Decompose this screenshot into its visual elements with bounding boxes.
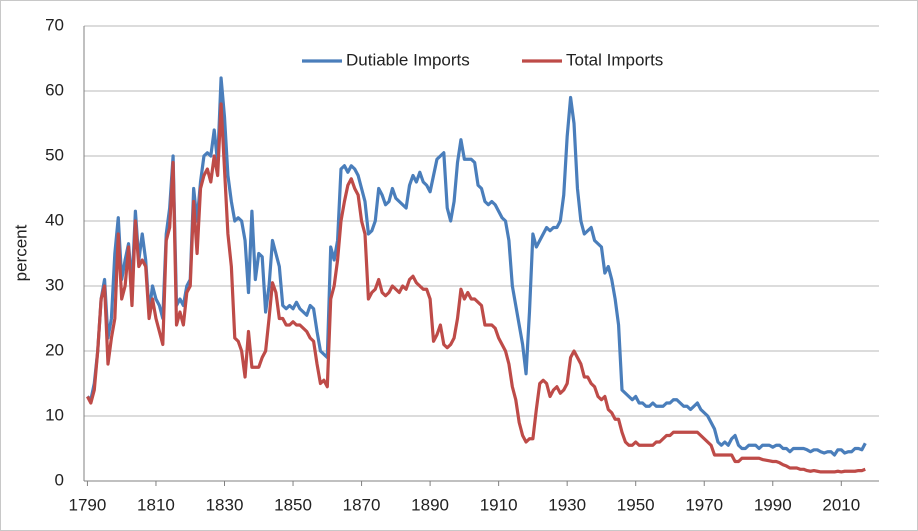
x-tick-label: 1970 (685, 495, 723, 514)
x-tick-label: 1790 (69, 495, 107, 514)
x-tick-label: 1950 (617, 495, 655, 514)
x-tick-label: 2010 (822, 495, 860, 514)
y-tick-label: 50 (45, 145, 64, 164)
series-line (86, 102, 866, 474)
x-tick-label: 1990 (754, 495, 792, 514)
x-tick-label: 1910 (480, 495, 518, 514)
x-tick-label: 1830 (206, 495, 244, 514)
x-tick-label: 1930 (548, 495, 586, 514)
y-tick-label: 70 (45, 15, 64, 34)
y-tick-label: 40 (45, 210, 64, 229)
legend-label: Total Imports (566, 50, 663, 69)
y-tick-label: 30 (45, 275, 64, 294)
legend-label: Dutiable Imports (346, 50, 470, 69)
y-axis-label: percent (11, 224, 30, 281)
x-tick-label: 1810 (137, 495, 175, 514)
y-tick-label: 10 (45, 405, 64, 424)
x-tick-label: 1850 (274, 495, 312, 514)
y-tick-label: 20 (45, 340, 64, 359)
x-tick-label: 1890 (411, 495, 449, 514)
y-tick-label: 60 (45, 80, 64, 99)
x-tick-label: 1870 (343, 495, 381, 514)
y-tick-label: 0 (55, 470, 64, 489)
